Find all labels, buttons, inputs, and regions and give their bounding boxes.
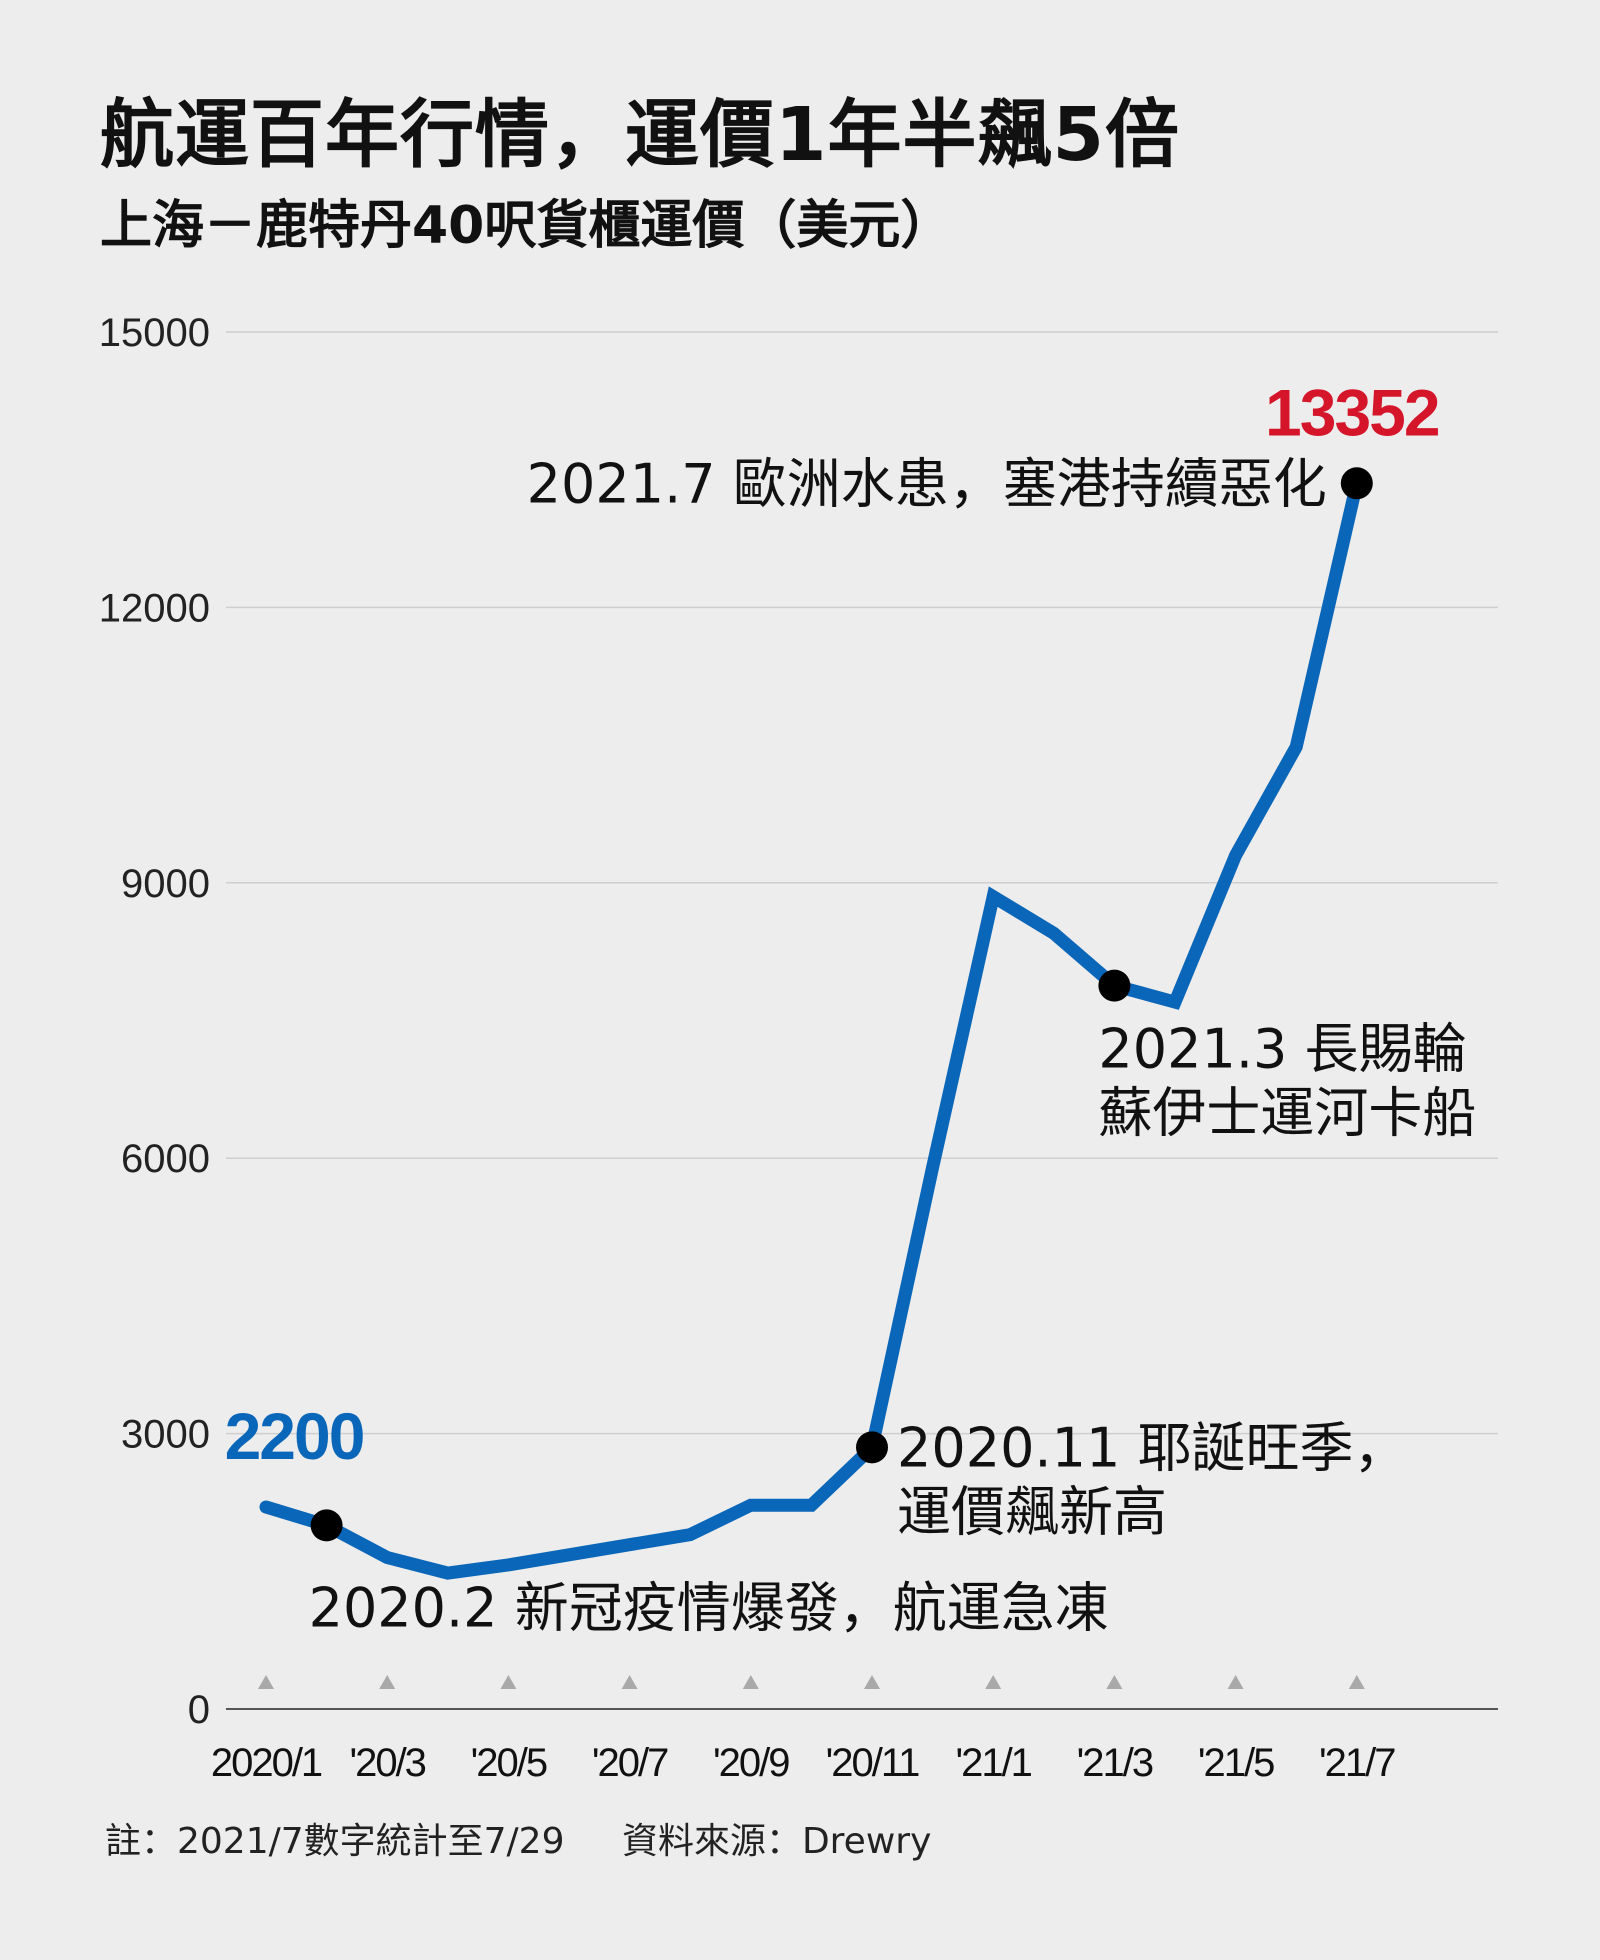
annotations: 2020.2 新冠疫情爆發，航運急凍 2020.11 耶誕旺季，運價飆新高 2021… (309, 452, 1477, 1639)
y-tick-label: 12000 (99, 586, 210, 630)
chart-title: 航運百年行情，運價1年半飆5倍 (100, 92, 1180, 178)
x-tick-label: '21/1 (955, 1741, 1031, 1785)
x-tick-label: 2020/1 (211, 1741, 322, 1785)
x-tick-label: '20/3 (349, 1741, 425, 1785)
x-tick-label: '21/7 (1319, 1741, 1395, 1785)
annotation-text: 2021.3 長賜輪 (1098, 1018, 1466, 1081)
x-tick-marker (1227, 1675, 1244, 1689)
annotation-marker (1098, 969, 1131, 1002)
x-tick-marker (500, 1675, 517, 1689)
annotation-marker (856, 1431, 888, 1464)
x-axis-ticks: 2020/1 '20/3 '20/5 '20/7 '20/9 '20/11 '21/1 '21… (211, 1675, 1397, 1785)
x-tick-label: '20/7 (592, 1741, 668, 1785)
x-tick-label: '21/5 (1198, 1741, 1274, 1785)
annotation-marker (310, 1509, 343, 1542)
x-tick-label: '20/11 (826, 1741, 920, 1785)
annotation-marker (1340, 467, 1373, 500)
chart-subtitle: 上海－鹿特丹40呎貨櫃運價（美元） (100, 196, 953, 256)
x-tick-marker (379, 1675, 396, 1689)
annotation-text: 蘇伊士運河卡船 (1098, 1082, 1476, 1145)
gridlines (226, 331, 1498, 1710)
annotation-text: 2020.11 耶誕旺季， (897, 1416, 1407, 1479)
value-label: 13352 (1265, 375, 1439, 449)
y-tick-label: 3000 (121, 1413, 210, 1457)
series-line-layer (259, 476, 1364, 1580)
x-tick-marker (864, 1675, 880, 1689)
source-text: 資料來源：Drewry (621, 1821, 932, 1862)
x-tick-label: '20/9 (713, 1741, 789, 1785)
x-tick-marker (1106, 1675, 1123, 1689)
footnote-text: 註：2021/7數字統計至7/29 (105, 1821, 565, 1862)
y-tick-label: 6000 (121, 1137, 210, 1181)
value-label: 2200 (225, 1399, 364, 1473)
series-line (259, 476, 1364, 1580)
x-tick-marker (258, 1675, 274, 1689)
annotation-text: 2021.7 歐洲水患，塞港持續惡化 (527, 452, 1327, 515)
annotation-text: 運價飆新高 (897, 1480, 1167, 1543)
y-tick-label: 0 (188, 1688, 210, 1732)
x-tick-marker (985, 1675, 1002, 1689)
x-tick-marker (1348, 1675, 1365, 1689)
x-tick-label: '21/3 (1077, 1741, 1153, 1785)
y-tick-label: 15000 (99, 311, 210, 355)
y-axis-tick-labels: 0 3000 6000 9000 12000 15000 (99, 311, 210, 1732)
x-tick-label: '20/5 (471, 1741, 547, 1785)
x-tick-marker (621, 1675, 638, 1689)
annotation-text: 2020.2 新冠疫情爆發，航運急凍 (309, 1576, 1109, 1639)
x-tick-marker (742, 1675, 759, 1689)
footnote: 註：2021/7數字統計至7/29 資料來源：Drewry (105, 1812, 931, 1864)
value-labels: 2200 13352 (225, 375, 1441, 1473)
y-tick-label: 9000 (121, 862, 210, 906)
